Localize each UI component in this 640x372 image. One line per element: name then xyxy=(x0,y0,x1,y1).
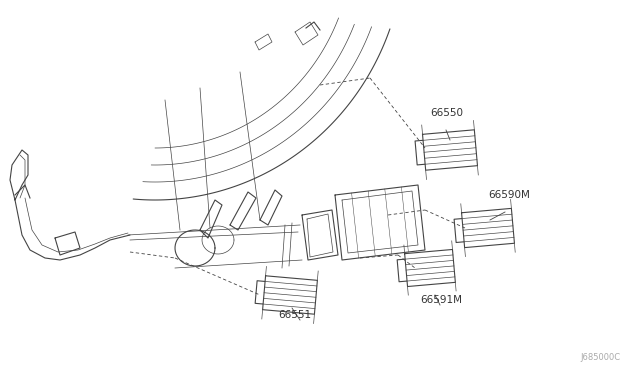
Text: J685000C: J685000C xyxy=(580,353,620,362)
Text: 66550: 66550 xyxy=(430,108,463,118)
Text: 66551: 66551 xyxy=(278,310,311,320)
Text: 66590M: 66590M xyxy=(488,190,530,200)
Text: 66591M: 66591M xyxy=(420,295,462,305)
